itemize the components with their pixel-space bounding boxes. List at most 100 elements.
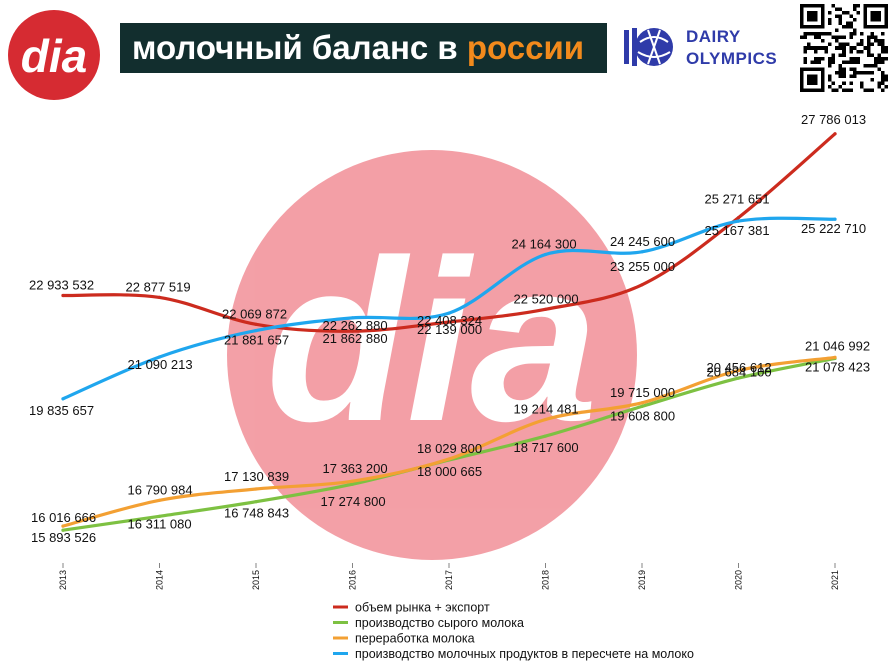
data-label: 21 090 213 — [128, 357, 193, 372]
data-label: 17 274 800 — [321, 494, 386, 509]
data-label: 23 255 000 — [610, 259, 675, 274]
dairy-olympics-text: DAIRY OLYMPICS — [686, 26, 777, 70]
data-label: 17 363 200 — [323, 461, 388, 476]
data-point — [736, 216, 741, 220]
partner-line-2: OLYMPICS — [686, 49, 778, 68]
x-tick-label: 2021 — [830, 570, 840, 590]
data-point — [61, 397, 65, 401]
data-point — [447, 457, 451, 461]
legend-label: производство сырого молока — [355, 616, 524, 630]
data-label: 20 684 100 — [707, 365, 772, 380]
data-point — [833, 355, 837, 359]
data-label: 19 835 657 — [29, 403, 94, 418]
data-label: 16 790 984 — [128, 482, 193, 497]
data-label: 16 311 080 — [128, 516, 192, 531]
data-point — [543, 307, 548, 311]
data-point — [254, 487, 258, 491]
data-point — [61, 524, 65, 528]
data-point — [61, 528, 65, 532]
data-point — [736, 376, 741, 380]
data-point — [157, 355, 162, 359]
data-label: 21 078 423 — [805, 359, 870, 374]
data-label: 22 933 532 — [29, 278, 94, 293]
data-point — [640, 404, 644, 408]
data-label: 17 130 839 — [224, 469, 289, 484]
x-tick-label: 2018 — [541, 570, 551, 590]
data-label: 22 069 872 — [222, 306, 287, 321]
svg-text:dia: dia — [21, 30, 87, 82]
data-label: 18 029 800 — [417, 441, 482, 456]
data-point — [157, 498, 162, 502]
dia-logo: dia — [8, 10, 100, 100]
data-point — [61, 293, 65, 298]
data-point — [157, 514, 162, 518]
data-point — [350, 479, 355, 483]
data-point — [640, 401, 644, 405]
data-point — [543, 252, 548, 257]
x-tick-label: 2019 — [637, 570, 647, 590]
data-point — [736, 368, 741, 373]
data-label: 22 877 519 — [126, 279, 191, 294]
data-point — [640, 283, 644, 287]
data-label: 24 164 300 — [512, 237, 577, 252]
data-label: 22 520 000 — [514, 291, 579, 306]
data-label: 18 717 600 — [514, 440, 579, 455]
data-label: 19 214 481 — [514, 402, 579, 417]
title-main: молочный баланс в — [132, 29, 467, 66]
dia-logo-icon: dia — [21, 30, 87, 82]
x-axis: 2013 2014 2015 2016 2017 2018 2019 2020 2021 — [58, 563, 840, 590]
series-layer — [61, 132, 837, 532]
x-tick-label: 2015 — [251, 570, 261, 590]
data-point — [254, 500, 258, 504]
data-label: 25 167 381 — [705, 223, 770, 238]
legend-label: производство молочных продуктов в пересч… — [355, 647, 694, 661]
data-point — [543, 434, 548, 438]
dia-watermark: dia — [227, 150, 637, 560]
data-point — [543, 417, 548, 422]
data-point — [350, 316, 355, 320]
data-label: 21 881 657 — [224, 333, 289, 348]
data-point — [447, 320, 451, 324]
data-label: 16 016 666 — [31, 510, 96, 525]
data-label: 18 000 665 — [417, 464, 482, 479]
data-point — [833, 217, 837, 221]
series-line-1 — [61, 132, 837, 333]
page-title: молочный баланс в россии — [120, 23, 607, 73]
data-point — [640, 250, 644, 254]
legend-label: переработка молока — [355, 632, 475, 646]
data-point — [833, 132, 837, 136]
data-label: 15 893 526 — [31, 530, 96, 545]
data-label: 19 608 800 — [610, 408, 675, 423]
data-label: 25 222 710 — [801, 221, 866, 236]
data-label: 22 139 000 — [417, 322, 482, 337]
data-label: 27 786 013 — [801, 112, 866, 127]
data-label-layer: 22 933 532 22 877 519 22 069 872 21 862 880… — [29, 112, 870, 545]
data-point — [447, 311, 451, 315]
data-label: 21 046 992 — [805, 338, 870, 353]
data-point — [736, 219, 741, 223]
legend-label: объем рынка + экспорт — [355, 601, 490, 615]
dairy-olympics-globe-icon — [624, 28, 673, 66]
qr-code[interactable] — [800, 4, 888, 92]
data-label: 25 271 651 — [705, 192, 770, 207]
data-point — [254, 329, 258, 333]
x-tick-label: 2020 — [734, 570, 744, 590]
title-accent: россии — [466, 29, 585, 66]
data-label: 24 245 600 — [610, 234, 675, 249]
data-point — [350, 329, 355, 333]
data-label: 22 262 880 — [323, 318, 388, 333]
data-label: 19 715 000 — [610, 385, 675, 400]
data-point — [350, 482, 355, 486]
x-tick-label: 2016 — [348, 570, 358, 590]
data-label: 16 748 843 — [224, 506, 289, 521]
data-label: 20 456 612 — [707, 360, 772, 375]
x-tick-label: 2017 — [444, 570, 454, 590]
data-point — [157, 295, 162, 299]
watermark-circle — [227, 150, 637, 560]
data-point — [254, 322, 258, 326]
x-tick-label: 2013 — [58, 570, 68, 590]
x-tick-label: 2014 — [155, 570, 165, 590]
data-label: 22 408 324 — [417, 313, 482, 328]
